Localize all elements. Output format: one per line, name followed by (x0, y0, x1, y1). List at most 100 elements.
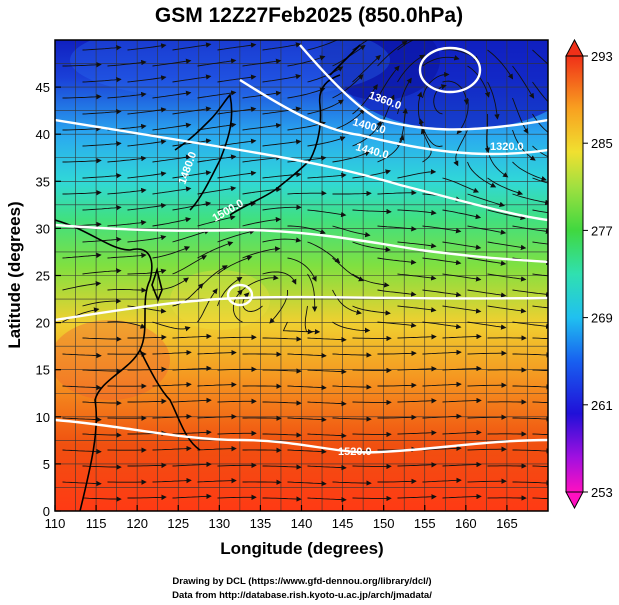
streamline (307, 273, 318, 312)
streamline (307, 336, 347, 343)
streamline (512, 225, 548, 235)
contour-1500 (55, 295, 548, 322)
colorbar-max-arrow (565, 38, 584, 57)
streamline (172, 461, 212, 468)
streamline (307, 66, 344, 83)
contour-1400 (239, 78, 548, 156)
streamline (332, 416, 372, 422)
streamline (397, 77, 412, 115)
streamline (262, 368, 302, 374)
streamline (442, 273, 482, 282)
streamline (152, 154, 192, 163)
streamline (332, 225, 371, 238)
streamline (377, 414, 417, 421)
streamline (442, 80, 470, 105)
streamline (442, 241, 482, 250)
y-tick-label: 30 (36, 221, 50, 236)
streamline (442, 305, 482, 314)
streamline (172, 201, 212, 211)
streamline (172, 283, 204, 307)
streamline (262, 400, 302, 406)
plot-area: 1360.0 1400.0 1440.0 1520.0 1320.0 1480.… (55, 40, 548, 511)
y-tick-label: 25 (36, 269, 50, 284)
streamline (484, 113, 490, 154)
streamline (127, 494, 167, 501)
streamline (487, 145, 509, 178)
streamline (287, 190, 327, 196)
streamline (242, 90, 282, 99)
streamline (262, 432, 302, 438)
streamline (152, 413, 192, 420)
streamline (442, 365, 482, 372)
streamline (352, 54, 381, 83)
streamline (377, 289, 417, 297)
streamline (287, 416, 327, 423)
y-tick-label: 35 (36, 174, 50, 189)
streamline (332, 151, 371, 163)
streamline (82, 400, 122, 406)
streamline (197, 381, 237, 388)
y-tick-label: 5 (43, 457, 50, 472)
streamline (467, 193, 505, 207)
streamline (532, 241, 548, 245)
streamline (262, 74, 302, 83)
grid-lines (55, 40, 548, 511)
streamline (82, 109, 122, 115)
streamline (152, 90, 192, 99)
streamline (467, 257, 507, 266)
streamline (62, 480, 102, 487)
streamline (62, 252, 102, 259)
streamline (422, 289, 462, 298)
colorbar: 253 261 269 277 285 293 (565, 38, 613, 510)
streamline (420, 128, 432, 163)
streamline (127, 398, 167, 405)
streamline (422, 413, 462, 420)
streamline (442, 429, 482, 436)
sakhalin-coast (329, 44, 361, 76)
streamline (82, 141, 122, 147)
y-axis-label: Latitude (degrees) (5, 201, 24, 348)
streamline (82, 368, 122, 374)
streamline (422, 349, 462, 356)
streamline (422, 381, 462, 388)
streamline (172, 74, 212, 83)
streamline (422, 225, 462, 234)
streamline (62, 93, 102, 100)
x-tick-label: 125 (167, 516, 189, 531)
streamline (512, 352, 548, 358)
streamline (467, 382, 507, 388)
japan-coast (229, 74, 341, 216)
streamline (82, 268, 122, 275)
streamline (422, 257, 462, 266)
streamline (172, 42, 212, 51)
streamline (287, 384, 327, 391)
streamline (197, 413, 237, 420)
streamline (377, 321, 417, 328)
streamline (197, 445, 237, 452)
streamline (487, 81, 500, 120)
colorbar-min-arrow (565, 491, 584, 510)
streamline (152, 477, 192, 484)
streamline (512, 129, 536, 161)
streamline (377, 189, 417, 196)
streamline (82, 432, 122, 438)
streamline (107, 219, 147, 227)
y-tick-label: 20 (36, 316, 50, 331)
streamline (487, 49, 514, 80)
streamline (127, 268, 167, 275)
streamline (377, 478, 417, 485)
streamline (467, 350, 507, 356)
x-tick-label: 150 (373, 516, 395, 531)
streamline (197, 185, 237, 195)
coastlines (55, 44, 361, 511)
contour-1520 (55, 418, 548, 454)
streamline (467, 65, 491, 98)
streamline (287, 225, 326, 235)
streamline (377, 382, 417, 389)
y-tick-label: 45 (36, 80, 50, 95)
streamline (262, 336, 302, 342)
streamline (262, 496, 302, 502)
streamline (307, 464, 347, 471)
streamline (262, 106, 302, 115)
